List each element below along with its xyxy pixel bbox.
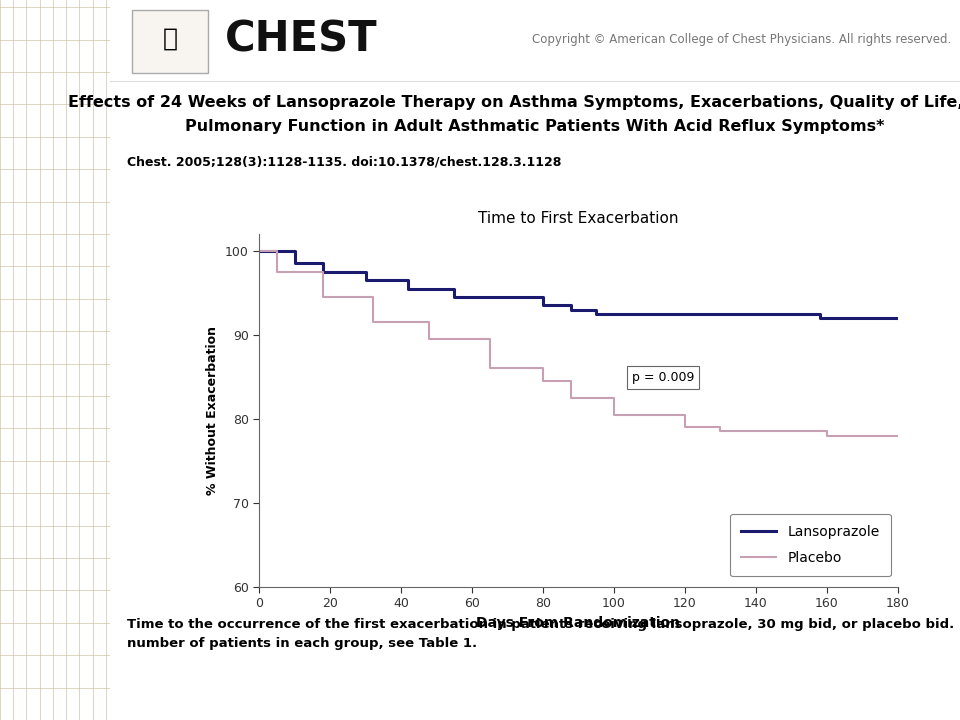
Text: Effects of 24 Weeks of Lansoprazole Therapy on Asthma Symptoms, Exacerbations, Q: Effects of 24 Weeks of Lansoprazole Ther… [68,95,960,110]
Y-axis label: % Without Exacerbation: % Without Exacerbation [206,326,219,495]
Title: Time to First Exacerbation: Time to First Exacerbation [478,211,679,226]
FancyBboxPatch shape [132,10,208,73]
Text: 🫁: 🫁 [162,26,178,50]
X-axis label: Days From Randomization: Days From Randomization [476,616,681,630]
Legend: Lansoprazole, Placebo: Lansoprazole, Placebo [731,513,891,576]
Text: Time to the occurrence of the first exacerbation in patients receiving lansopraz: Time to the occurrence of the first exac… [128,618,960,649]
Text: CHEST: CHEST [225,19,377,60]
Text: p = 0.009: p = 0.009 [632,371,694,384]
Text: Chest. 2005;128(3):1128-1135. doi:10.1378/chest.128.3.1128: Chest. 2005;128(3):1128-1135. doi:10.137… [128,156,562,168]
Text: Copyright © American College of Chest Physicians. All rights reserved.: Copyright © American College of Chest Ph… [532,33,951,46]
Text: Pulmonary Function in Adult Asthmatic Patients With Acid Reflux Symptoms*: Pulmonary Function in Adult Asthmatic Pa… [185,119,885,133]
